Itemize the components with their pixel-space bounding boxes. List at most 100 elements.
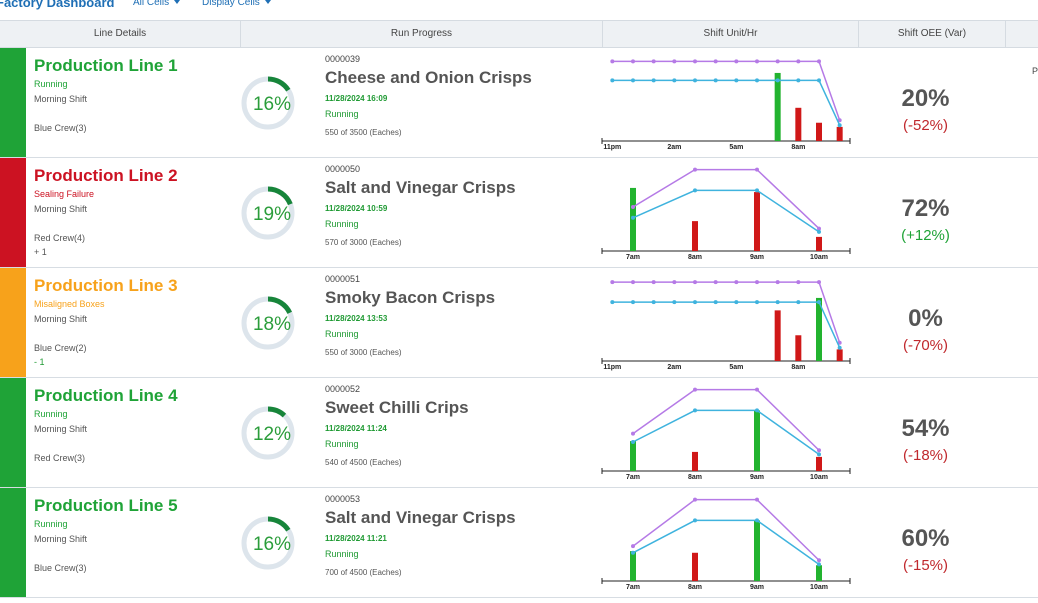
column-header: Line Details	[0, 21, 241, 47]
bar	[795, 107, 802, 141]
row-graphics: 16% 11pm 2am 5am 8am	[241, 59, 851, 151]
oee-variance: (-70%)	[902, 337, 948, 354]
run-count: 700 of 4500 (Eaches)	[325, 568, 402, 577]
top-bar: Factory Dashboard All Cells Display Cell…	[0, 0, 1038, 20]
line-point	[631, 280, 635, 285]
line-point	[693, 280, 697, 285]
run-date: 11/28/2024 11:21	[325, 534, 387, 543]
line-point	[693, 518, 697, 523]
progress-arc	[241, 406, 295, 460]
bar	[754, 520, 760, 581]
cut-off-text: P	[1032, 66, 1038, 76]
bar	[816, 565, 822, 581]
line-series	[612, 301, 841, 349]
x-tick-label: 7am	[626, 584, 640, 591]
line-point	[713, 78, 718, 83]
line-series	[612, 79, 841, 126]
line-point	[610, 78, 615, 83]
run-count: 550 of 3000 (Eaches)	[325, 348, 402, 357]
line-point	[651, 300, 656, 305]
line-point	[755, 280, 759, 285]
line-point	[755, 497, 759, 502]
line-point	[631, 205, 635, 210]
line-point	[775, 300, 780, 305]
bar	[754, 192, 760, 251]
line-point	[672, 59, 677, 64]
x-tick-label: 8am	[688, 584, 702, 591]
crew: Red Crew(3)	[34, 453, 86, 463]
line-point	[734, 78, 739, 83]
x-tick-label: 8am	[791, 364, 805, 371]
run-status: Running	[325, 329, 359, 339]
row-graphics: 16% 7am 8am 9am 10am	[241, 497, 851, 591]
line-point	[672, 78, 677, 83]
row-graphics: 18% 11pm 2am 5am 8am	[241, 280, 851, 371]
line-point	[817, 78, 821, 83]
oee-value: 60%	[901, 525, 950, 552]
table-header: Line Details Run Progress Shift Unit/Hr …	[0, 20, 1038, 48]
line-point	[693, 497, 697, 502]
x-tick-label: 9am	[750, 254, 764, 261]
menu-dropdown[interactable]: Display Cells	[202, 0, 271, 8]
bar	[774, 310, 781, 361]
x-tick-label: 7am	[626, 474, 640, 481]
status-stripe	[0, 158, 26, 267]
shift: Morning Shift	[34, 314, 88, 324]
oee-variance: (+12%)	[901, 227, 950, 244]
bar	[692, 221, 698, 251]
crew-delta: + 1	[34, 247, 47, 257]
x-tick-label: 2am	[667, 144, 681, 151]
line-status: Running	[34, 409, 68, 419]
line-row: Production Line 2 Sealing Failure Morning …	[0, 158, 1038, 268]
run-count: 550 of 3500 (Eaches)	[325, 128, 402, 137]
column-header: Run Progress	[241, 21, 603, 47]
crew: Red Crew(4)	[34, 233, 86, 243]
oee-variance: (-18%)	[902, 447, 948, 464]
line-point	[837, 118, 842, 123]
line-point	[817, 562, 821, 567]
page-title: Factory Dashboard	[0, 0, 115, 10]
line-point	[713, 280, 718, 285]
status-stripe	[0, 378, 26, 487]
run-count: 570 of 3000 (Eaches)	[325, 238, 402, 247]
progress-label: 16%	[253, 534, 291, 555]
line-point	[693, 300, 697, 305]
bar	[630, 551, 636, 581]
progress-label: 12%	[253, 424, 291, 445]
bar	[692, 451, 698, 471]
line-point	[817, 300, 821, 305]
product-name: Salt and Vinegar Crisps	[325, 508, 516, 527]
line-point	[775, 59, 780, 64]
row-graphics: 12% 7am 8am 9am 10am	[241, 387, 851, 481]
line-point	[693, 59, 697, 64]
menu-dropdown[interactable]: All Cells	[133, 0, 180, 8]
product-name: Smoky Bacon Crisps	[325, 288, 496, 307]
run-date: 11/28/2024 16:09	[325, 94, 388, 103]
line-status: Running	[34, 79, 68, 89]
run-count: 540 of 4500 (Eaches)	[325, 458, 402, 467]
column-header: Shift OEE (Var)	[859, 21, 1006, 47]
shift: Morning Shift	[34, 424, 88, 434]
oee-variance: (-15%)	[902, 557, 948, 574]
line-point	[817, 280, 821, 285]
bar	[816, 456, 822, 471]
oee-value: 54%	[901, 415, 950, 442]
oee-value: 72%	[901, 195, 950, 222]
line-point	[734, 300, 739, 305]
line-series	[632, 498, 820, 561]
line-point	[651, 59, 656, 64]
oee-value: 0%	[908, 305, 943, 332]
x-tick-label: 8am	[688, 254, 702, 261]
bar	[774, 72, 781, 141]
progress-arc	[241, 296, 295, 350]
line-point	[631, 550, 635, 555]
crew-delta: - 1	[34, 357, 45, 367]
line-series	[632, 168, 820, 230]
line-point	[775, 280, 780, 285]
bar	[630, 441, 636, 471]
line-point	[610, 300, 615, 305]
run-status: Running	[325, 439, 359, 449]
x-tick-label: 10am	[810, 584, 828, 591]
line-point	[755, 59, 759, 64]
line-point	[631, 431, 635, 436]
